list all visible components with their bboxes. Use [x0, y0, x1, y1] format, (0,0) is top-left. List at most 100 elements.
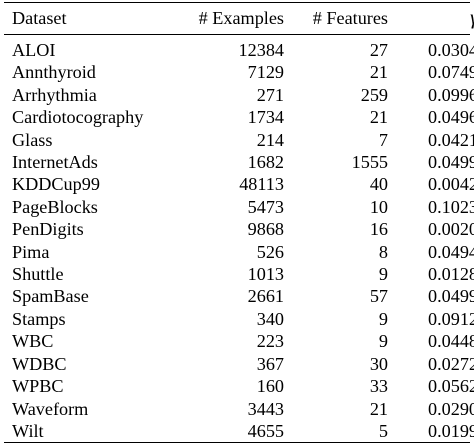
table-header-rule	[4, 34, 470, 35]
cell-examples: 4655	[247, 420, 284, 441]
cell-dataset: PenDigits	[12, 219, 84, 240]
cell-features: 5	[378, 420, 388, 441]
cell-features: 57	[369, 286, 388, 307]
cell-examples: 367	[256, 353, 284, 374]
cell-dataset: Waveform	[12, 398, 89, 419]
cell-gamma: 0.0042	[427, 174, 474, 195]
cell-features: 7	[378, 129, 388, 150]
dataset-table: Dataset # Examples # Features γ	[4, 3, 474, 34]
cell-examples: 7129	[247, 62, 284, 83]
cell-features: 9	[378, 308, 388, 329]
table-row: ALOI 12384 27 0.0304	[4, 35, 474, 61]
cell-gamma: 0.0996	[427, 84, 474, 105]
cell-gamma: 0.0290	[427, 398, 474, 419]
cell-dataset: Shuttle	[12, 264, 64, 285]
cell-dataset: Arrhythmia	[12, 84, 97, 105]
table-row: SpamBase 2661 57 0.0499	[4, 285, 474, 307]
cell-gamma: 0.0499	[427, 152, 474, 173]
table-row: Glass 214 7 0.0421	[4, 129, 474, 151]
cell-examples: 214	[256, 129, 284, 150]
cell-features: 9	[378, 331, 388, 352]
cell-examples: 9868	[247, 219, 284, 240]
table-row: Cardiotocography 1734 21 0.0496	[4, 106, 474, 128]
cell-features: 259	[360, 84, 388, 105]
cell-features: 10	[369, 196, 388, 217]
cell-examples: 1734	[247, 107, 284, 128]
cell-examples: 340	[256, 308, 284, 329]
table-row: Annthyroid 7129 21 0.0749	[4, 61, 474, 83]
cell-gamma: 0.0421	[427, 129, 474, 150]
cell-features: 33	[369, 376, 388, 397]
cell-dataset: Stamps	[12, 308, 66, 329]
cell-gamma: 0.0749	[427, 62, 474, 83]
cell-dataset: ALOI	[12, 40, 56, 60]
cell-gamma: 0.0304	[427, 40, 474, 60]
cell-features: 40	[369, 174, 388, 195]
header-gamma: γ	[388, 3, 474, 34]
cell-dataset: Glass	[12, 129, 53, 150]
table-row: Shuttle 1013 9 0.0128	[4, 263, 474, 285]
cell-examples: 12384	[238, 40, 284, 60]
cell-dataset: InternetAds	[12, 152, 98, 173]
cell-examples: 160	[256, 376, 284, 397]
table-row: WDBC 367 30 0.0272	[4, 353, 474, 375]
table-row: Stamps 340 9 0.0912	[4, 308, 474, 330]
cell-examples: 526	[256, 241, 284, 262]
cell-gamma: 0.0020	[427, 219, 474, 240]
cell-examples: 1682	[247, 152, 284, 173]
cell-gamma: 0.1023	[427, 196, 474, 217]
cell-examples: 3443	[247, 398, 284, 419]
cell-gamma: 0.0494	[427, 241, 474, 262]
cell-gamma: 0.0272	[427, 353, 474, 374]
table-row: KDDCup99 48113 40 0.0042	[4, 173, 474, 195]
cell-dataset: WBC	[12, 331, 54, 352]
cell-gamma: 0.0199	[427, 420, 474, 441]
table-body: ALOI 12384 27 0.0304 Annthyroid 7129 21 0.0749 A…	[4, 35, 474, 442]
header-row: Dataset # Examples # Features γ	[4, 3, 474, 34]
cell-features: 27	[369, 40, 388, 60]
table-row: Waveform 3443 21 0.0290	[4, 398, 474, 420]
cell-dataset: WPBC	[12, 376, 64, 397]
table-row: WPBC 160 33 0.0562	[4, 375, 474, 397]
table-row: Arrhythmia 271 259 0.0996	[4, 84, 474, 106]
cell-features: 16	[369, 219, 388, 240]
cell-dataset: Annthyroid	[12, 62, 96, 83]
cell-dataset: Wilt	[12, 420, 44, 441]
header-dataset: Dataset	[12, 8, 67, 28]
cell-dataset: Pima	[12, 241, 50, 262]
cell-gamma: 0.0496	[427, 107, 474, 128]
table-row: Pima 526 8 0.0494	[4, 241, 474, 263]
cell-gamma: 0.0448	[427, 331, 474, 352]
cell-examples: 2661	[247, 286, 284, 307]
table-header: Dataset # Examples # Features γ	[4, 3, 474, 34]
cell-features: 21	[369, 107, 388, 128]
cell-gamma: 0.0499	[427, 286, 474, 307]
cell-features: 8	[378, 241, 388, 262]
cell-dataset: KDDCup99	[12, 174, 100, 195]
cell-gamma: 0.0128	[427, 264, 474, 285]
cell-dataset: WDBC	[12, 353, 67, 374]
cell-examples: 1013	[247, 264, 284, 285]
cell-features: 30	[369, 353, 388, 374]
table-row: InternetAds 1682 1555 0.0499	[4, 151, 474, 173]
cell-dataset: PageBlocks	[12, 196, 98, 217]
header-features: # Features	[312, 8, 388, 28]
cell-features: 21	[369, 398, 388, 419]
table-row: PenDigits 9868 16 0.0020	[4, 218, 474, 240]
table-top-rule	[4, 2, 470, 3]
cell-examples: 271	[256, 84, 284, 105]
cell-features: 9	[378, 264, 388, 285]
dataset-table-body: ALOI 12384 27 0.0304 Annthyroid 7129 21 0.0749 A…	[4, 35, 474, 442]
table-row: Wilt 4655 5 0.0199	[4, 420, 474, 442]
dataset-table-container: Dataset # Examples # Features γ ALOI 1238…	[4, 2, 474, 443]
cell-features: 1555	[351, 152, 388, 173]
table-row: WBC 223 9 0.0448	[4, 330, 474, 352]
cell-examples: 223	[256, 331, 284, 352]
cell-dataset: Cardiotocography	[12, 107, 144, 128]
cell-gamma: 0.0562	[427, 376, 474, 397]
cell-features: 21	[369, 62, 388, 83]
cell-gamma: 0.0912	[427, 308, 474, 329]
cell-dataset: SpamBase	[12, 286, 89, 307]
cell-examples: 5473	[247, 196, 284, 217]
table-row: PageBlocks 5473 10 0.1023	[4, 196, 474, 218]
